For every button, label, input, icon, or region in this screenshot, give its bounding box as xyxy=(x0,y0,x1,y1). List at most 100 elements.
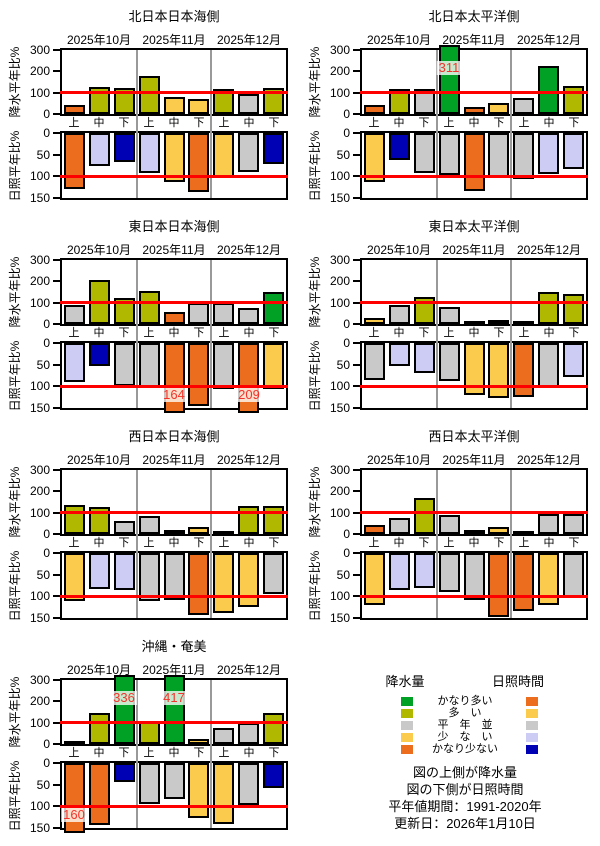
precip-tick-mark xyxy=(353,302,360,304)
precip-bar xyxy=(188,739,209,744)
sun-tick-label: 50 xyxy=(336,358,350,372)
note-update-date: 更新日：2026年1月10日 xyxy=(394,816,536,831)
sun-tick-mark xyxy=(53,154,60,156)
precip-tick-mark xyxy=(353,113,360,115)
month-separator xyxy=(210,680,212,828)
precip-tick-mark xyxy=(53,70,60,72)
precip-bar xyxy=(64,305,85,324)
sun-bar xyxy=(563,133,584,169)
decade-label: 中 xyxy=(243,747,255,759)
precip-tick-label: 100 xyxy=(29,86,50,100)
decade-label: 中 xyxy=(543,327,555,339)
precip-value-label: 336 xyxy=(111,690,137,705)
sun-tick-mark xyxy=(53,762,60,764)
precip-tick-label: 200 xyxy=(29,694,50,708)
sun-bar xyxy=(263,763,284,788)
sun-bar xyxy=(389,133,410,160)
precip-tick-mark xyxy=(53,469,60,471)
panel-title: 東日本太平洋側 xyxy=(428,219,520,234)
sun-bar xyxy=(263,343,284,389)
precip-bar xyxy=(164,312,185,324)
precip-normal-line xyxy=(60,511,288,514)
precip-bar xyxy=(538,292,559,324)
decade-label: 上 xyxy=(368,537,380,549)
sun-bar xyxy=(263,553,284,594)
sun-normal-line xyxy=(360,175,588,178)
precip-bar xyxy=(263,88,284,114)
sun-bar xyxy=(164,763,185,799)
month-separator xyxy=(510,260,512,408)
sun-bar xyxy=(188,343,209,406)
sun-bar xyxy=(64,133,85,189)
precip-bar xyxy=(364,105,385,114)
precip-tick-mark xyxy=(53,113,60,115)
note-normal-period: 平年値期間：1991-2020年 xyxy=(388,799,542,814)
decade-label: 中 xyxy=(168,327,180,339)
panel-6: 西日本太平洋側 2025年10月 2025年11月 2025年12月 降水平年比% 日照平… xyxy=(300,420,600,630)
legend-sun-swatch xyxy=(526,721,538,730)
month-label: 2025年12月 xyxy=(216,33,282,47)
precip-normal-line xyxy=(60,91,288,94)
precip-normal-line xyxy=(360,91,588,94)
precip-tick-mark xyxy=(53,700,60,702)
sun-normal-line xyxy=(60,385,288,388)
precip-bar xyxy=(188,527,209,534)
sun-bar xyxy=(213,343,234,389)
precip-tick-mark xyxy=(53,490,60,492)
precip-bar xyxy=(64,741,85,745)
sun-bar xyxy=(439,133,460,175)
precip-bar xyxy=(439,515,460,534)
sun-tick-label: 100 xyxy=(29,799,50,813)
decade-label: 下 xyxy=(118,537,130,549)
precip-bar xyxy=(513,98,534,114)
precip-bar xyxy=(114,521,135,534)
decade-label: 上 xyxy=(143,117,155,129)
decade-label: 下 xyxy=(493,327,505,339)
sun-normal-line xyxy=(60,595,288,598)
precip-bar xyxy=(464,107,485,114)
decade-label: 上 xyxy=(68,747,80,759)
decade-label: 下 xyxy=(118,327,130,339)
sun-bar xyxy=(488,133,509,178)
sun-bar xyxy=(389,553,410,590)
sun-bar xyxy=(263,133,284,164)
precip-bar xyxy=(188,99,209,114)
decade-label: 上 xyxy=(143,537,155,549)
legend-row-label: かなり多い xyxy=(437,695,493,707)
panel-title: 北日本太平洋側 xyxy=(428,9,520,24)
precip-normal-line xyxy=(360,511,588,514)
precip-tick-label: 100 xyxy=(29,716,50,730)
sun-bar xyxy=(238,553,259,607)
legend-precip-swatch xyxy=(401,721,413,730)
sun-plot xyxy=(60,761,288,830)
panel-title: 西日本日本海側 xyxy=(128,429,220,444)
decade-label: 中 xyxy=(93,537,105,549)
precip-tick-label: 0 xyxy=(43,317,50,331)
sun-bar xyxy=(439,343,460,381)
precip-bar xyxy=(538,514,559,534)
precip-bar xyxy=(164,530,185,534)
decade-label: 下 xyxy=(418,537,430,549)
precip-bar xyxy=(139,721,160,744)
legend-precip-swatch xyxy=(401,733,413,742)
sun-tick-mark xyxy=(353,595,360,597)
month-label: 2025年11月 xyxy=(142,663,206,677)
legend-precip-swatch xyxy=(401,709,413,718)
month-separator xyxy=(136,470,138,618)
sun-tick-mark xyxy=(53,827,60,829)
month-label: 2025年10月 xyxy=(66,33,132,47)
sun-tick-label: 150 xyxy=(329,611,350,625)
precip-plot xyxy=(60,48,288,116)
precip-tick-mark xyxy=(353,323,360,325)
precip-bar xyxy=(238,723,259,744)
sun-bar xyxy=(414,553,435,588)
sun-bar xyxy=(114,133,135,162)
month-label: 2025年12月 xyxy=(216,453,282,467)
precip-bar xyxy=(213,303,234,324)
month-label: 2025年12月 xyxy=(516,33,582,47)
sun-bar xyxy=(563,553,584,598)
decade-label: 下 xyxy=(268,327,280,339)
precip-bar xyxy=(488,103,509,114)
sun-bar xyxy=(188,133,209,192)
precip-bar xyxy=(364,318,385,324)
